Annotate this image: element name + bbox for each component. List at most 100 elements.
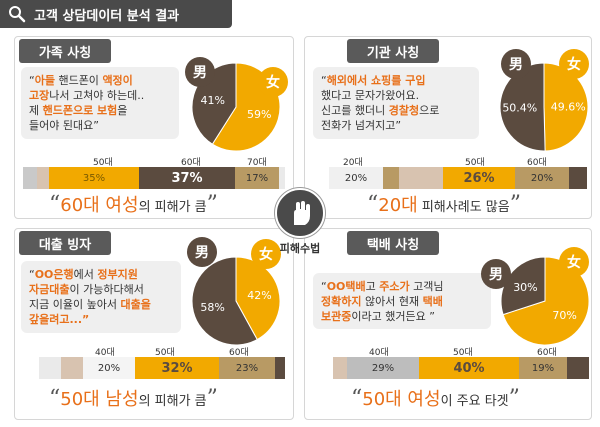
age-tick: 50대 — [465, 158, 485, 168]
bar-segment: 19% — [519, 357, 567, 379]
pie-label-male: 41% — [201, 94, 225, 107]
panel-caption: “50대 여성이 주요 타겟” — [351, 386, 520, 411]
bar-segment — [39, 357, 61, 379]
quote-line: 신고를 했더니 경찰청으로 — [321, 104, 440, 117]
male-icon: 男 — [185, 57, 215, 87]
bar-segment — [279, 167, 285, 189]
bar-segment — [399, 167, 443, 189]
panel-tag: 택배 사칭 — [347, 231, 439, 255]
male-icon: 男 — [501, 49, 531, 79]
quote-line: 전화가 넘겨지고” — [321, 119, 402, 132]
female-icon: 女 — [258, 67, 288, 97]
male-icon: 男 — [187, 237, 217, 267]
bar-segment: 20% — [515, 167, 569, 189]
bar-segment: 32% — [135, 357, 219, 379]
quote-line: “OO은행에서 정부지원 — [29, 268, 138, 281]
quote-line: “해외에서 쇼핑를 구입 — [321, 74, 426, 87]
quote-line: 정확하지 않아서 현재 택배 — [321, 295, 443, 308]
bar-segment: 35% — [49, 167, 139, 189]
bar-segment — [275, 357, 285, 379]
quote-line: 고장나서 고쳐야 하는데.. — [29, 89, 145, 102]
bar-segment: 37% — [139, 167, 235, 189]
panel-tag: 대출 빙자 — [19, 231, 111, 255]
quote-line: 자금대출이 가능하다해서 — [29, 283, 144, 296]
age-bar: 35% 37% 17% — [23, 167, 285, 189]
age-bar: 20% 26% 20% — [329, 167, 587, 189]
bar-segment: 17% — [235, 167, 279, 189]
pie-label-male: 50.4% — [502, 101, 537, 114]
age-tick: 50대 — [93, 158, 113, 168]
center-badge: 피해수법 — [272, 188, 328, 260]
pie-label-male: 30% — [513, 281, 537, 294]
panel-caption: “60대 여성의 피해가 큼” — [49, 192, 218, 217]
bar-segment — [37, 167, 49, 189]
panel-tag: 기관 사칭 — [347, 39, 439, 63]
panel-caption: “20대 피해사례도 많음” — [367, 192, 521, 217]
quote-line: 제 핸드폰으로 보험을 — [29, 104, 128, 117]
female-icon: 女 — [559, 49, 589, 79]
age-tick: 40대 — [95, 348, 115, 358]
age-ticks: 40대 50대 60대 — [15, 345, 293, 358]
age-tick: 60대 — [229, 348, 249, 358]
pie-label-female: 59% — [247, 108, 271, 121]
bar-segment: 26% — [443, 167, 515, 189]
panel-caption: “50대 남성의 피해가 큼” — [49, 386, 218, 411]
quote-line: “아들 핸드폰이 액정이 — [29, 74, 133, 87]
center-label: 피해수법 — [279, 242, 321, 255]
quote-line: “OO택배고 주소가 고객님 — [321, 280, 444, 293]
gender-pie: 42% 58% — [190, 255, 282, 347]
age-ticks: 20대 50대 60대 — [305, 155, 591, 168]
header-bar: 고객 상담데이터 분석 결과 — [0, 0, 232, 28]
pie-slice-female — [235, 256, 281, 341]
pie-label-male: 58% — [200, 301, 224, 314]
age-tick: 70대 — [247, 158, 267, 168]
magnifier-icon — [8, 5, 26, 23]
age-ticks: 40대 50대 60대 — [305, 345, 591, 358]
age-tick: 50대 — [155, 348, 175, 358]
bar-segment: 40% — [419, 357, 519, 379]
age-tick: 50대 — [453, 348, 473, 358]
female-icon: 女 — [559, 247, 589, 277]
bar-segment — [333, 357, 347, 379]
pie-label-female: 49.6% — [551, 101, 586, 114]
bar-segment: 20% — [83, 357, 135, 379]
gender-pie: 70% 30% — [499, 255, 591, 347]
pie-label-female: 42% — [247, 289, 271, 302]
age-tick: 20대 — [343, 158, 363, 168]
bar-segment — [383, 167, 399, 189]
bar-segment: 29% — [347, 357, 419, 379]
male-icon: 男 — [481, 259, 511, 289]
quote-line: 지금 이율이 높아서 대출을 — [29, 298, 151, 311]
age-tick: 60대 — [181, 158, 201, 168]
female-icon: 女 — [251, 239, 281, 269]
pie-slice-male — [191, 256, 258, 346]
age-bar: 20% 32% 23% — [39, 357, 285, 379]
bar-segment: 23% — [219, 357, 275, 379]
quote-line: 들어야 된대요” — [29, 119, 99, 132]
quote-line: 했다고 문자가왔어요. — [321, 89, 420, 102]
age-tick: 60대 — [527, 158, 547, 168]
pie-label-female: 70% — [552, 309, 576, 322]
bar-segment — [567, 357, 589, 379]
bar-segment — [23, 167, 37, 189]
age-ticks: 50대 60대 70대 — [15, 155, 293, 168]
quote-line: 갚을려고...” — [29, 313, 90, 326]
bar-segment — [569, 167, 587, 189]
age-tick: 60대 — [537, 348, 557, 358]
quote-line: 보관중이라고 했거든요 ” — [321, 310, 435, 323]
panel-tag: 가족 사칭 — [19, 39, 111, 63]
bar-segment — [61, 357, 83, 379]
age-bar: 29% 40% 19% — [333, 357, 589, 379]
age-tick: 40대 — [369, 348, 389, 358]
hand-icon — [275, 188, 325, 238]
bar-segment: 20% — [329, 167, 383, 189]
page-title: 고객 상담데이터 분석 결과 — [34, 8, 180, 24]
